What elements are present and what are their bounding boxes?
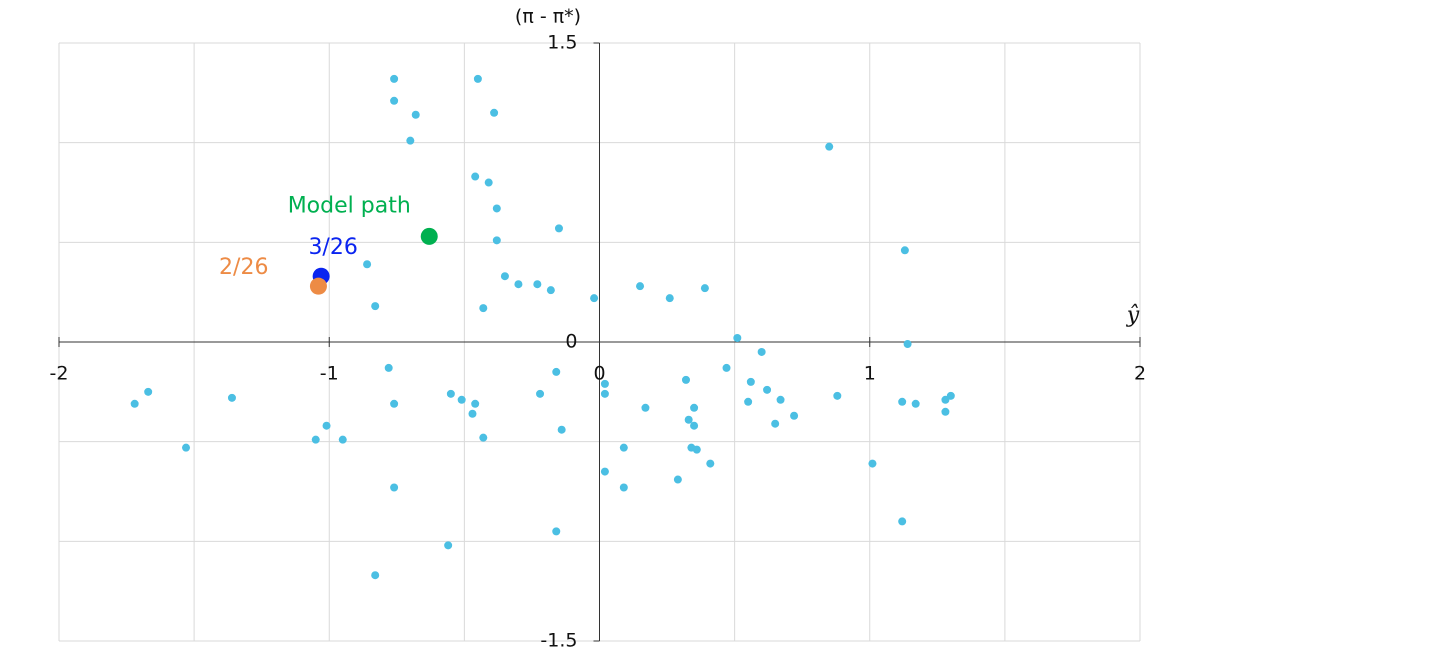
point — [681, 375, 690, 384]
point — [322, 421, 331, 430]
point — [825, 142, 834, 151]
point — [552, 527, 561, 536]
point — [684, 415, 693, 424]
point — [763, 385, 772, 394]
highlight-point — [309, 277, 327, 295]
x-axis-label: ŷ — [1126, 303, 1140, 328]
point — [690, 403, 699, 412]
point — [492, 204, 501, 213]
point — [900, 246, 909, 255]
point — [363, 260, 372, 269]
point — [533, 280, 542, 289]
x-tick-label: 0 — [593, 363, 605, 385]
point — [733, 334, 742, 343]
point — [390, 96, 399, 105]
point — [790, 411, 799, 420]
point — [390, 74, 399, 83]
point — [600, 379, 609, 388]
point — [468, 409, 477, 418]
point — [390, 399, 399, 408]
point — [903, 339, 912, 348]
point — [390, 483, 399, 492]
point — [665, 294, 674, 303]
point — [338, 435, 347, 444]
point — [636, 282, 645, 291]
point — [619, 483, 628, 492]
point — [744, 397, 753, 406]
point — [227, 393, 236, 402]
point — [552, 367, 561, 376]
point — [546, 286, 555, 295]
point — [514, 280, 523, 289]
point — [771, 419, 780, 428]
y-axis-label: (π - π*) — [515, 6, 581, 28]
point — [600, 467, 609, 476]
y-tick-label: 0 — [565, 331, 577, 353]
y-tick-label: 1.5 — [547, 32, 577, 54]
point — [746, 377, 755, 386]
point — [182, 443, 191, 452]
point — [673, 475, 682, 484]
point — [619, 443, 628, 452]
point — [590, 294, 599, 303]
point — [898, 397, 907, 406]
point — [490, 108, 499, 117]
point — [898, 517, 907, 526]
point — [700, 284, 709, 293]
point — [457, 395, 466, 404]
point — [692, 445, 701, 454]
point — [371, 302, 380, 311]
point — [833, 391, 842, 400]
point — [446, 389, 455, 398]
annotation: 3/26 — [308, 235, 357, 260]
point — [500, 272, 509, 281]
point — [492, 236, 501, 245]
point — [471, 399, 480, 408]
point — [706, 459, 715, 468]
x-tick-label: 2 — [1134, 363, 1146, 385]
point — [722, 363, 731, 372]
point — [311, 435, 320, 444]
point — [757, 347, 766, 356]
x-tick-label: -2 — [50, 363, 69, 385]
point — [911, 399, 920, 408]
point — [411, 110, 420, 119]
point — [557, 425, 566, 434]
x-tick-label: 1 — [864, 363, 876, 385]
point — [941, 395, 950, 404]
point — [444, 541, 453, 550]
annotation: Model path — [288, 193, 411, 218]
annotation: 2/26 — [219, 255, 268, 280]
point — [600, 389, 609, 398]
point — [941, 407, 950, 416]
point — [406, 136, 415, 145]
point — [144, 387, 153, 396]
y-tick-label: -1.5 — [540, 630, 577, 652]
point — [690, 421, 699, 430]
point — [471, 172, 480, 181]
point — [484, 178, 493, 187]
point — [473, 74, 482, 83]
point — [384, 363, 393, 372]
x-tick-label: -1 — [320, 363, 339, 385]
point — [536, 389, 545, 398]
point — [868, 459, 877, 468]
point — [776, 395, 785, 404]
point — [479, 304, 488, 313]
highlight-point — [420, 227, 438, 245]
point — [130, 399, 139, 408]
point — [479, 433, 488, 442]
point — [641, 403, 650, 412]
point — [371, 571, 380, 580]
point — [554, 224, 563, 233]
